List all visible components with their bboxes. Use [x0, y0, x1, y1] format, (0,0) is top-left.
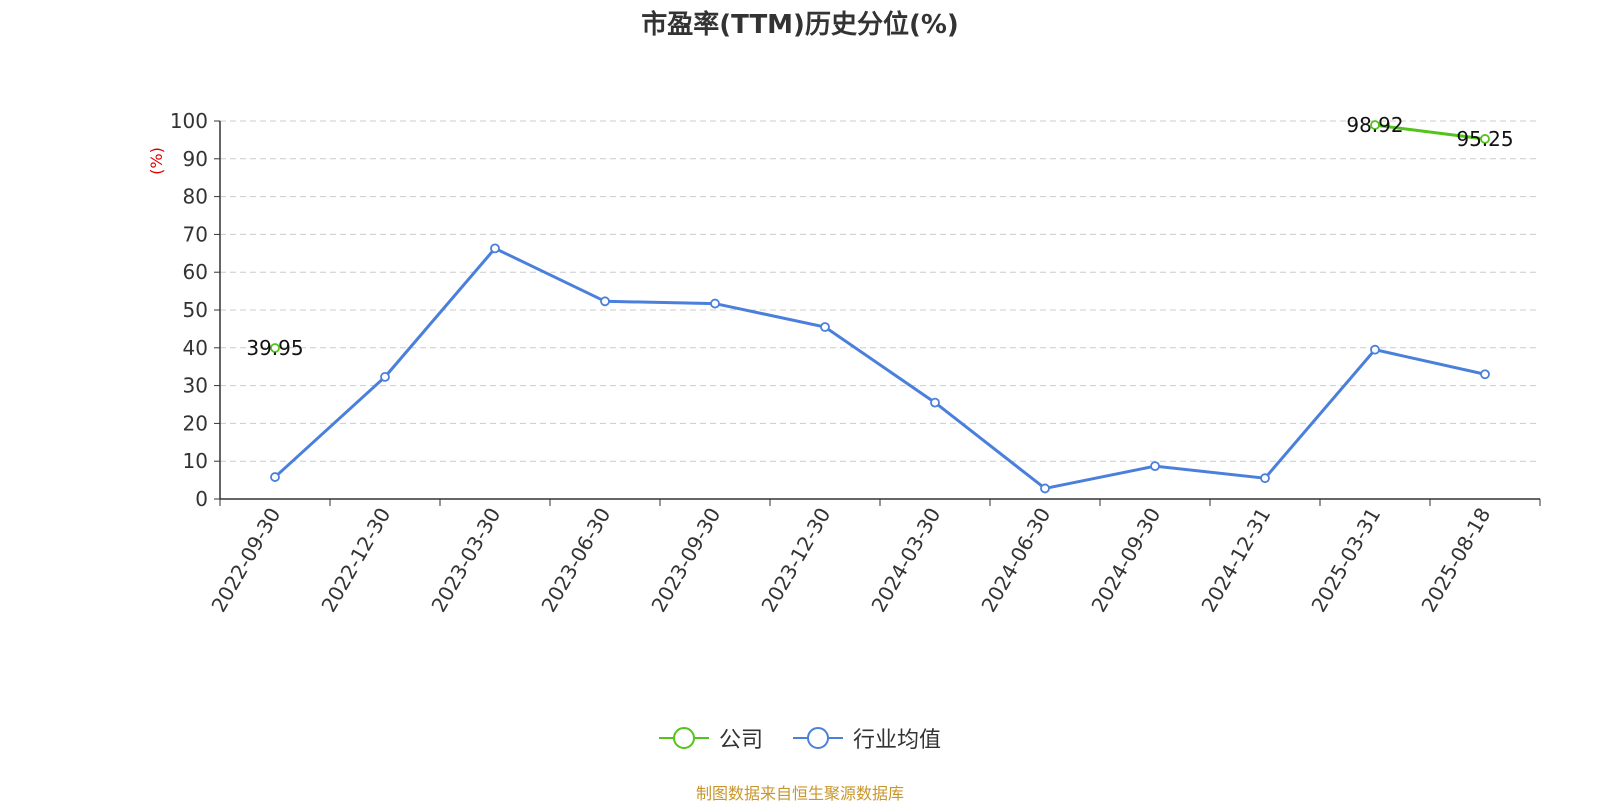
data-point — [270, 343, 280, 353]
legend-industry-icon — [793, 727, 843, 749]
x-tick-label: 2023-06-30 — [536, 504, 615, 617]
legend-item-industry-average[interactable]: 行业均值 — [793, 722, 941, 754]
x-tick-label: 2022-09-30 — [206, 504, 285, 617]
line-chart: 0 10 20 30 40 50 60 70 80 90 100(%) 2022-09-30 2022-… — [147, 109, 1541, 617]
series-line — [1374, 123, 1486, 141]
legend-company-label: 公司 — [718, 728, 763, 753]
legend: 公司 行业均值 — [0, 722, 1600, 754]
y-tick-label: 70 — [183, 222, 208, 246]
data-point — [820, 322, 830, 332]
data-point — [1370, 120, 1380, 130]
y-tick-label: 100 — [170, 109, 208, 133]
x-tick-label: 2023-12-30 — [756, 504, 835, 617]
data-point — [1370, 344, 1380, 355]
y-tick-label: 60 — [183, 260, 208, 284]
data-point — [380, 372, 390, 382]
source-note: 制图数据来自恒生聚源数据库 — [695, 784, 904, 803]
data-point — [1480, 369, 1490, 380]
x-tick-label: 2024-12-31 — [1196, 504, 1275, 617]
data-point — [1040, 483, 1050, 494]
y-tick-label: 10 — [183, 449, 208, 473]
chart-title: 市盈率(TTM)历史分位(%) — [641, 10, 959, 40]
data-label: 98.92 — [1346, 113, 1403, 137]
data-point — [270, 472, 280, 482]
data-point — [490, 243, 500, 254]
x-tick-label: 2023-03-30 — [426, 504, 505, 617]
data-point — [1150, 461, 1160, 472]
legend-company-icon — [658, 727, 709, 749]
x-tick-label: 2025-03-31 — [1306, 504, 1385, 617]
data-point — [930, 397, 940, 408]
x-tick-label: 2023-09-30 — [646, 504, 725, 617]
y-axis-label: (%) — [147, 147, 166, 175]
y-tick-label: 50 — [183, 298, 208, 322]
y-tick-label: 80 — [183, 185, 208, 209]
x-tick-label: 2024-09-30 — [1086, 504, 1165, 617]
data-label: 95.25 — [1456, 127, 1513, 151]
x-tick-label: 2024-06-30 — [976, 504, 1055, 617]
y-tick-label: 40 — [183, 336, 208, 360]
x-tick-label: 2024-03-30 — [866, 504, 945, 617]
y-tick-label: 20 — [183, 411, 208, 435]
data-label: 39.95 — [246, 336, 303, 360]
y-tick-label: 0 — [195, 487, 208, 511]
data-point — [710, 298, 720, 309]
y-tick-label: 90 — [183, 147, 208, 171]
data-point — [1480, 134, 1490, 144]
x-tick-label: 2022-12-30 — [316, 504, 395, 617]
data-point — [1260, 473, 1270, 484]
data-point — [600, 296, 610, 307]
legend-item-company[interactable]: 公司 — [658, 722, 763, 754]
y-tick-label: 30 — [183, 374, 208, 398]
x-tick-label: 2025-08-18 — [1416, 504, 1495, 617]
series-line — [273, 246, 1486, 491]
legend-industry-label: 行业均值 — [853, 728, 942, 753]
